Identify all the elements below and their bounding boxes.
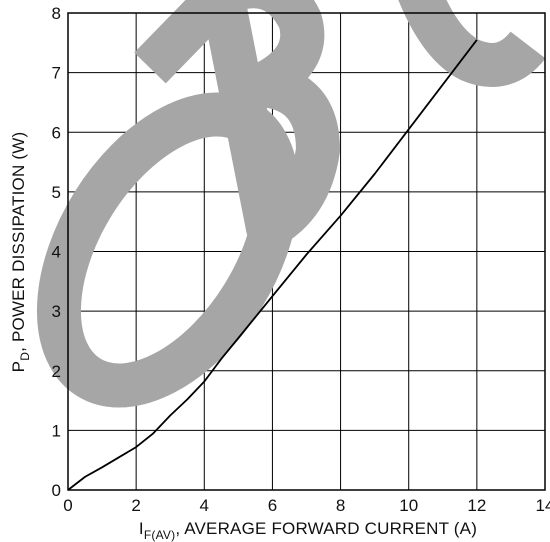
y-tick-label: 2: [52, 362, 61, 381]
x-axis-label-main: I: [139, 519, 144, 538]
x-axis-label-subscript: F(AV): [144, 528, 175, 542]
x-tick-label: 10: [399, 496, 418, 515]
y-axis-label-main: P: [9, 361, 28, 373]
y-tick-label: 5: [52, 183, 61, 202]
series-line: [67, 39, 478, 491]
x-axis-label-rest: , AVERAGE FORWARD CURRENT (A): [175, 519, 477, 538]
y-tick-label: 3: [52, 302, 61, 321]
watermark-letter-s: [398, 0, 546, 87]
y-tick-label: 8: [52, 4, 61, 23]
watermark-obs: [36, 0, 546, 408]
y-tick-label: 6: [52, 123, 61, 142]
x-tick-label: 4: [200, 496, 209, 515]
series-lines: [67, 39, 478, 491]
x-tick-labels: 0 2 4 6 8 10 12 14: [63, 496, 550, 515]
x-tick-label: 12: [467, 496, 486, 515]
y-axis-label: PD, POWER DISSIPATION (W): [9, 132, 32, 373]
y-axis-label-subscript: D: [18, 352, 32, 361]
x-tick-label: 0: [63, 496, 72, 515]
y-tick-label: 1: [52, 421, 61, 440]
x-tick-label: 8: [336, 496, 345, 515]
watermark-letter-b: [134, 0, 340, 250]
x-tick-label: 2: [131, 496, 140, 515]
x-axis-label: IF(AV), AVERAGE FORWARD CURRENT (A): [139, 519, 477, 542]
x-tick-label: 6: [268, 496, 277, 515]
y-tick-label: 7: [52, 64, 61, 83]
plot-area-frame: [67, 12, 546, 491]
x-tick-label: 14: [536, 496, 550, 515]
y-tick-labels: 0 1 2 3 4 5 6 7 8: [52, 4, 61, 500]
y-tick-label: 0: [52, 481, 61, 500]
y-tick-label: 4: [52, 243, 61, 262]
y-axis-label-rest: , POWER DISSIPATION (W): [9, 132, 28, 352]
